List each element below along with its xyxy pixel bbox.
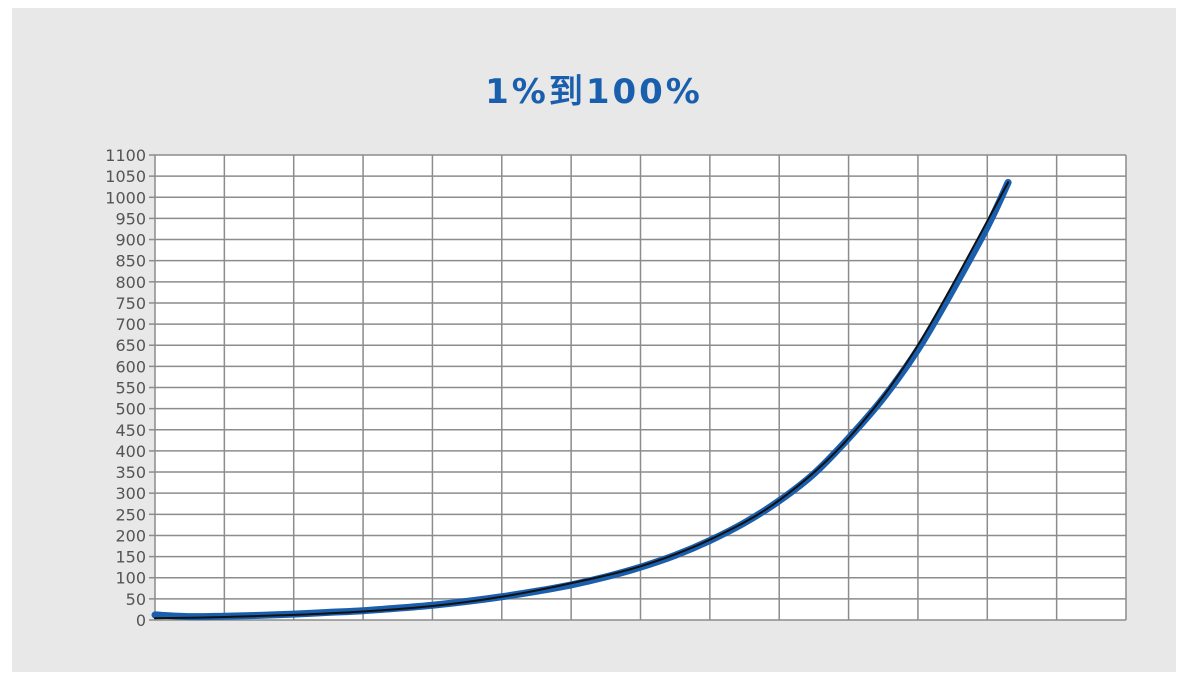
y-tick-label: 500	[115, 400, 146, 419]
y-tick-label: 900	[115, 231, 146, 250]
y-tick-label: 400	[115, 442, 146, 461]
series-lines	[151, 178, 1012, 621]
y-tick-label: 800	[115, 273, 146, 292]
y-axis-ticks: 0 50 100 150 200 250 300 350 400 450 500 550 600 650 7…	[105, 146, 155, 630]
y-tick-label: 200	[115, 526, 146, 545]
y-tick-label: 600	[115, 357, 146, 376]
y-tick-label: 550	[115, 379, 146, 398]
y-tick-label: 850	[115, 252, 146, 271]
chart-panel: 1%到100% 0 50 100 150 200 250 300 350 400 450 500 55…	[12, 8, 1176, 672]
y-tick-label: 1050	[105, 167, 146, 186]
y-tick-label: 250	[115, 505, 146, 524]
series-line-black	[154, 181, 1010, 620]
y-tick-label: 50	[126, 590, 146, 609]
y-tick-label: 450	[115, 421, 146, 440]
y-tick-label: 1100	[105, 146, 146, 165]
y-tick-label: 700	[115, 315, 146, 334]
y-tick-label: 300	[115, 484, 146, 503]
y-tick-label: 1000	[105, 188, 146, 207]
y-tick-label: 0	[136, 611, 146, 630]
grid	[154, 154, 1127, 621]
y-tick-label: 750	[115, 294, 146, 313]
chart-title: 1%到100%	[485, 72, 703, 112]
y-tick-label: 100	[115, 569, 146, 588]
y-tick-label: 350	[115, 463, 146, 482]
y-tick-label: 650	[115, 336, 146, 355]
line-chart: 0 50 100 150 200 250 300 350 400 450 500 550 600 650 7…	[105, 146, 1127, 630]
y-tick-label: 950	[115, 209, 146, 228]
y-tick-label: 150	[115, 548, 146, 567]
